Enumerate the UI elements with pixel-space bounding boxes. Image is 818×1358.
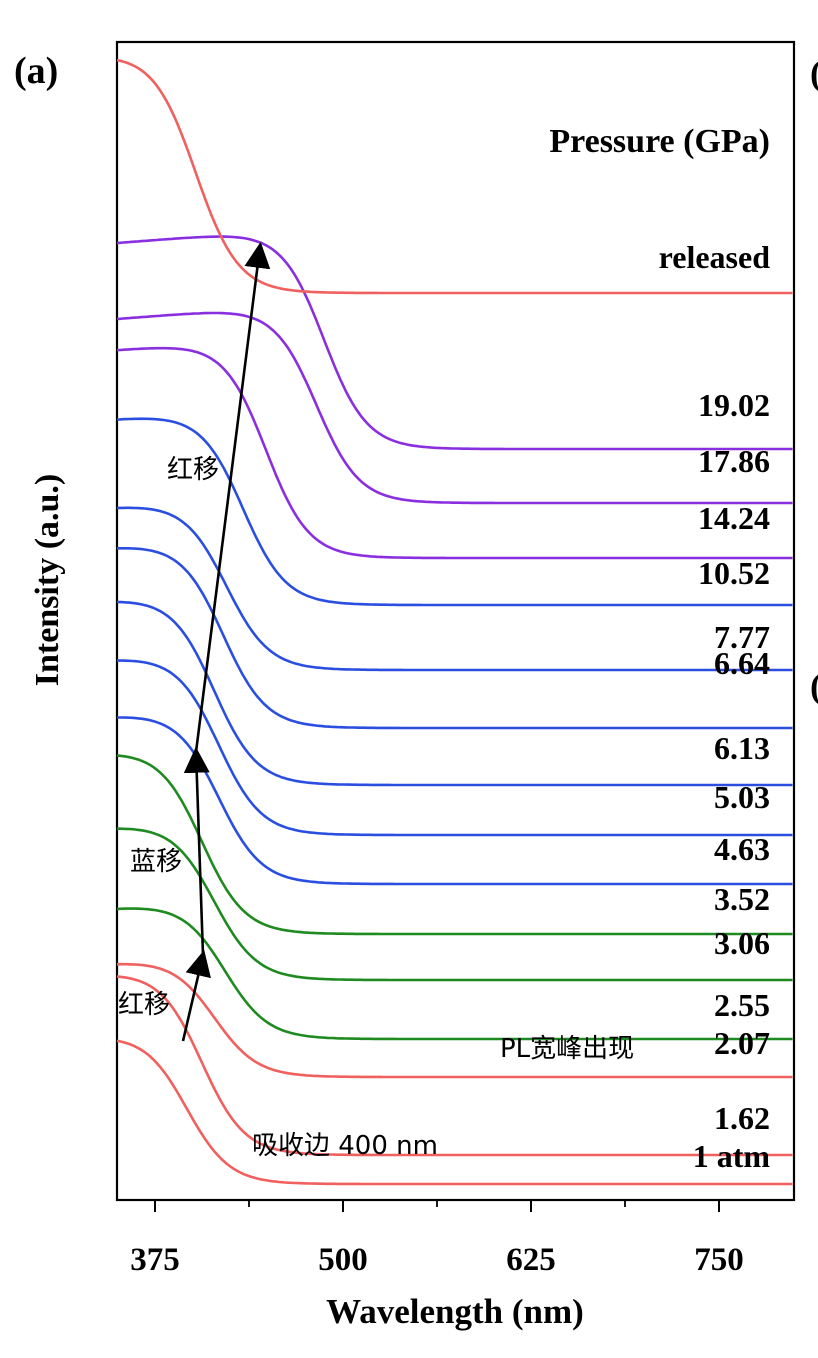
series-curve-1-62 xyxy=(116,975,793,1157)
arrow-red-shift-high xyxy=(194,241,271,753)
series-label-2-55: 2.55 xyxy=(714,987,770,1023)
series-curve-19-02 xyxy=(116,235,793,451)
annotation-4: 吸收边 400 nm xyxy=(252,1131,438,1161)
series-curve-released xyxy=(116,58,793,295)
series-curve-6-13 xyxy=(116,600,793,787)
cropped-right-glyph-1: ( xyxy=(810,53,818,93)
series-label-17-86: 17.86 xyxy=(698,443,770,479)
annotation-2: 红移 xyxy=(118,990,170,1020)
series-label-7-77: 7.77 xyxy=(714,619,770,655)
series-label-1-62: 1.62 xyxy=(714,1100,770,1136)
legend-title: Pressure (GPa) xyxy=(549,123,770,160)
series-curve-4-63 xyxy=(117,716,793,886)
series-label-14-24: 14.24 xyxy=(698,500,770,536)
annotation-1: 蓝移 xyxy=(130,847,182,877)
series-curve-17-86 xyxy=(116,311,793,505)
series-label-5-03: 5.03 xyxy=(714,779,770,815)
series-label-released: released xyxy=(659,239,771,275)
series-label-3-52: 3.52 xyxy=(714,881,770,917)
x-tick-label-500: 500 xyxy=(318,1242,368,1278)
series-label-6-13: 6.13 xyxy=(714,730,770,766)
x-axis: 375 500 625 750 xyxy=(130,1200,744,1278)
series-curve-6-64 xyxy=(117,547,793,730)
series-label-4-63: 4.63 xyxy=(714,831,770,867)
series-curve-5-03 xyxy=(117,659,793,837)
annotation-3: PL宽峰出现 xyxy=(500,1034,634,1064)
series-label-1-atm: 1 atm xyxy=(693,1138,771,1174)
series-curve-3-06 xyxy=(117,827,793,982)
arrow-red-shift-low xyxy=(181,949,211,1042)
curves-group xyxy=(116,58,793,1186)
series-label-3-06: 3.06 xyxy=(714,925,770,961)
arrow-blue-shift xyxy=(183,746,210,956)
series-curve-1-atm xyxy=(116,1039,793,1186)
plot-frame xyxy=(115,40,796,1202)
series-label-2-07: 2.07 xyxy=(714,1025,770,1061)
series-label-6-64: 6.64 xyxy=(714,645,770,681)
x-axis-label: Wavelength (nm) xyxy=(326,1292,584,1331)
series-curve-14-24 xyxy=(116,346,793,560)
series-curve-2-55 xyxy=(116,907,793,1041)
series-label-19-02: 19.02 xyxy=(698,387,770,423)
series-label-10-52: 10.52 xyxy=(698,555,770,591)
series-curve-2-07 xyxy=(116,962,793,1079)
x-tick-label-625: 625 xyxy=(506,1242,556,1278)
panel-label: (a) xyxy=(14,50,58,92)
series-curve-7-77 xyxy=(116,506,793,672)
annotation-0: 红移 xyxy=(167,455,219,485)
x-tick-label-375: 375 xyxy=(130,1242,180,1278)
cropped-right-glyph-2: ( xyxy=(810,666,818,706)
x-tick-label-750: 750 xyxy=(694,1242,744,1278)
y-axis-label: Intensity (a.u.) xyxy=(29,474,66,687)
series-curve-3-52 xyxy=(116,754,793,936)
arrows-group xyxy=(181,241,271,1042)
